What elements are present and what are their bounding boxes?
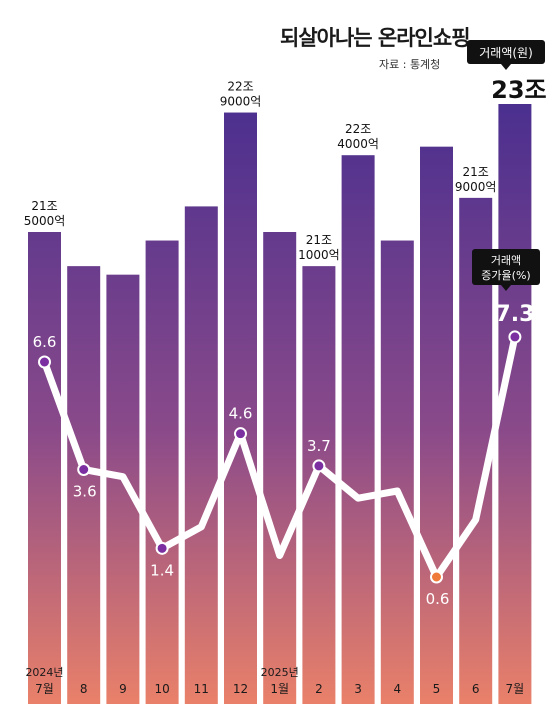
bar [380, 240, 414, 705]
growth-marker [234, 427, 247, 441]
growth-value-label: 1.4 [150, 561, 174, 579]
bar [224, 112, 257, 705]
bar [263, 232, 297, 704]
growth-value-label: 3.7 [307, 437, 331, 455]
bar-value-label: 21조 [463, 165, 489, 179]
x-tick-label: 5 [433, 682, 441, 696]
growth-value-label: 7.3 [495, 302, 534, 327]
x-tick-label: 1월 [270, 682, 289, 696]
bar-value-label: 21조 [31, 199, 57, 213]
x-tick-label: 3 [354, 682, 362, 696]
x-tick-label: 10 [154, 682, 169, 696]
bar [420, 146, 453, 704]
bar-value-label: 23조 [491, 76, 546, 104]
x-tick-label: 4 [393, 682, 401, 696]
x-tick-label: 6 [472, 682, 480, 696]
bar-value-label: 22조 [227, 80, 253, 94]
growth-callout-label: 거래액 [491, 254, 521, 267]
bar-value-label: 9000억 [220, 95, 262, 109]
bar [341, 155, 375, 704]
growth-marker [38, 355, 51, 369]
bar [145, 240, 179, 705]
growth-value-label: 3.6 [73, 483, 97, 501]
growth-value-label: 0.6 [426, 590, 450, 608]
bar-value-label: 21조 [306, 233, 332, 247]
bar [106, 274, 140, 704]
amount-callout-pointer [501, 64, 511, 70]
bar-value-label: 22조 [345, 122, 371, 136]
growth-callout-label: 증가율(%) [481, 269, 530, 282]
bar [184, 206, 218, 704]
x-tick-label: 12 [233, 682, 248, 696]
growth-marker [508, 330, 522, 344]
growth-callout [472, 249, 540, 285]
growth-value-label: 4.6 [229, 405, 253, 423]
chart-title: 되살아나는 온라인쇼핑 [280, 26, 471, 50]
growth-marker [430, 570, 443, 584]
amount-callout-label: 거래액(원) [479, 46, 533, 60]
x-tick-label: 2024년 [25, 666, 63, 679]
amount-callout [467, 40, 545, 64]
bar-value-label: 1000억 [298, 248, 340, 262]
growth-marker [155, 541, 169, 555]
bar-value-label: 4000억 [337, 137, 379, 151]
growth-value-label: 6.6 [33, 333, 57, 351]
growth-callout-pointer [501, 285, 511, 291]
bar [67, 266, 101, 704]
x-tick-label: 2025년 [261, 666, 299, 679]
bar-value-label: 5000억 [24, 214, 66, 228]
x-tick-label: 11 [194, 682, 209, 696]
x-tick-label: 7월 [506, 682, 525, 696]
x-tick-label: 8 [80, 682, 88, 696]
chart-source: 자료 : 통계청 [379, 58, 441, 71]
growth-marker [312, 459, 326, 473]
x-tick-label: 7월 [35, 682, 54, 696]
x-tick-label: 2 [315, 682, 323, 696]
bar [28, 232, 61, 704]
bar-value-label: 9000억 [455, 180, 497, 194]
x-tick-label: 9 [119, 682, 127, 696]
growth-marker [77, 463, 91, 476]
